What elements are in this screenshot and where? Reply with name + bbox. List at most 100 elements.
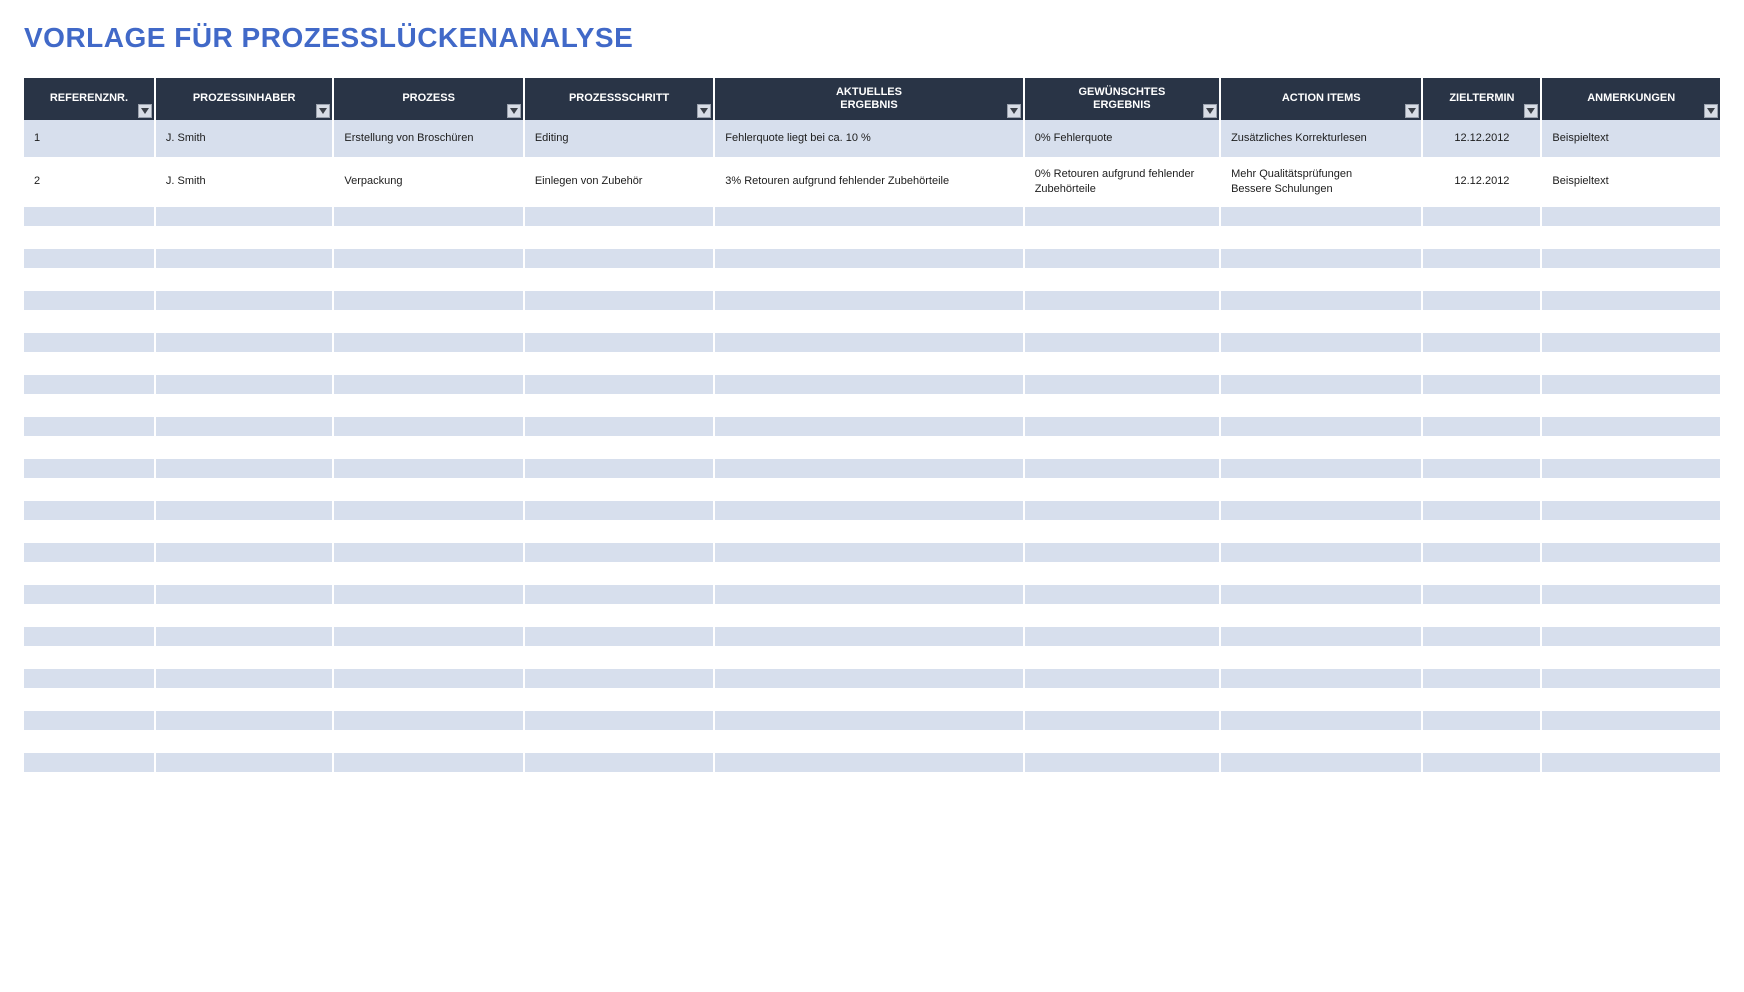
cell-current — [714, 437, 1023, 458]
cell-step — [524, 416, 714, 437]
cell-actions — [1220, 500, 1422, 521]
cell-owner — [155, 269, 334, 290]
cell-current — [714, 395, 1023, 416]
cell-owner: J. Smith — [155, 120, 334, 158]
column-header-label: ACTION ITEMS — [1282, 92, 1361, 104]
filter-dropdown-icon[interactable] — [1203, 104, 1217, 118]
column-header-label: ZIELTERMIN — [1449, 92, 1514, 104]
column-header-owner: PROZESSINHABER — [155, 78, 334, 120]
column-header-ref: REFERENZNR. — [24, 78, 155, 120]
filter-dropdown-icon[interactable] — [1007, 104, 1021, 118]
table-row — [24, 374, 1720, 395]
filter-dropdown-icon[interactable] — [1704, 104, 1718, 118]
cell-remarks — [1541, 542, 1720, 563]
column-header-label: PROZESSINHABER — [193, 92, 296, 104]
filter-dropdown-icon[interactable] — [138, 104, 152, 118]
cell-due — [1422, 647, 1541, 668]
cell-desired — [1024, 584, 1220, 605]
cell-ref — [24, 626, 155, 647]
cell-remarks — [1541, 458, 1720, 479]
column-header-current: AKTUELLES ERGEBNIS — [714, 78, 1023, 120]
cell-ref — [24, 689, 155, 710]
cell-remarks — [1541, 437, 1720, 458]
cell-due — [1422, 437, 1541, 458]
filter-dropdown-icon[interactable] — [316, 104, 330, 118]
cell-process — [333, 374, 523, 395]
filter-dropdown-icon[interactable] — [697, 104, 711, 118]
column-header-label: PROZESSSCHRITT — [569, 92, 669, 104]
cell-ref — [24, 668, 155, 689]
column-header-due: ZIELTERMIN — [1422, 78, 1541, 120]
table-row — [24, 542, 1720, 563]
cell-desired — [1024, 710, 1220, 731]
cell-ref — [24, 437, 155, 458]
cell-owner — [155, 584, 334, 605]
cell-actions — [1220, 584, 1422, 605]
cell-process — [333, 752, 523, 773]
cell-desired — [1024, 374, 1220, 395]
cell-process — [333, 668, 523, 689]
cell-process — [333, 206, 523, 227]
column-header-process: PROZESS — [333, 78, 523, 120]
column-header-label: ANMERKUNGEN — [1587, 92, 1675, 104]
cell-due — [1422, 206, 1541, 227]
cell-due — [1422, 605, 1541, 626]
cell-process — [333, 479, 523, 500]
cell-due — [1422, 668, 1541, 689]
cell-process — [333, 437, 523, 458]
cell-process — [333, 500, 523, 521]
cell-remarks — [1541, 668, 1720, 689]
cell-process — [333, 710, 523, 731]
column-header-remarks: ANMERKUNGEN — [1541, 78, 1720, 120]
cell-due — [1422, 731, 1541, 752]
cell-process: Erstellung von Broschüren — [333, 120, 523, 158]
cell-remarks — [1541, 353, 1720, 374]
cell-step — [524, 269, 714, 290]
cell-process — [333, 584, 523, 605]
cell-current — [714, 269, 1023, 290]
column-header-label: PROZESS — [402, 92, 455, 104]
cell-actions — [1220, 731, 1422, 752]
cell-step — [524, 773, 714, 794]
cell-owner — [155, 458, 334, 479]
cell-actions — [1220, 374, 1422, 395]
cell-remarks — [1541, 332, 1720, 353]
filter-dropdown-icon[interactable] — [1524, 104, 1538, 118]
cell-process — [333, 647, 523, 668]
column-header-label: AKTUELLES ERGEBNIS — [836, 86, 902, 111]
cell-desired — [1024, 206, 1220, 227]
table-row — [24, 731, 1720, 752]
cell-process — [333, 458, 523, 479]
cell-owner — [155, 647, 334, 668]
cell-actions — [1220, 521, 1422, 542]
cell-owner — [155, 374, 334, 395]
cell-actions: Zusätzliches Korrekturlesen — [1220, 120, 1422, 158]
cell-actions — [1220, 290, 1422, 311]
cell-process — [333, 248, 523, 269]
cell-remarks — [1541, 479, 1720, 500]
cell-ref — [24, 458, 155, 479]
table-row — [24, 269, 1720, 290]
cell-ref — [24, 248, 155, 269]
cell-step: Editing — [524, 120, 714, 158]
cell-due — [1422, 563, 1541, 584]
cell-current — [714, 710, 1023, 731]
cell-due: 12.12.2012 — [1422, 158, 1541, 206]
cell-due — [1422, 332, 1541, 353]
cell-current — [714, 689, 1023, 710]
table-row — [24, 458, 1720, 479]
cell-step — [524, 395, 714, 416]
cell-desired — [1024, 248, 1220, 269]
filter-dropdown-icon[interactable] — [1405, 104, 1419, 118]
filter-dropdown-icon[interactable] — [507, 104, 521, 118]
cell-due — [1422, 584, 1541, 605]
cell-step — [524, 479, 714, 500]
cell-due — [1422, 311, 1541, 332]
cell-step: Einlegen von Zubehör — [524, 158, 714, 206]
cell-ref — [24, 500, 155, 521]
cell-step — [524, 311, 714, 332]
cell-step — [524, 500, 714, 521]
table-row: 2J. SmithVerpackungEinlegen von Zubehör3… — [24, 158, 1720, 206]
cell-current — [714, 479, 1023, 500]
cell-ref — [24, 332, 155, 353]
